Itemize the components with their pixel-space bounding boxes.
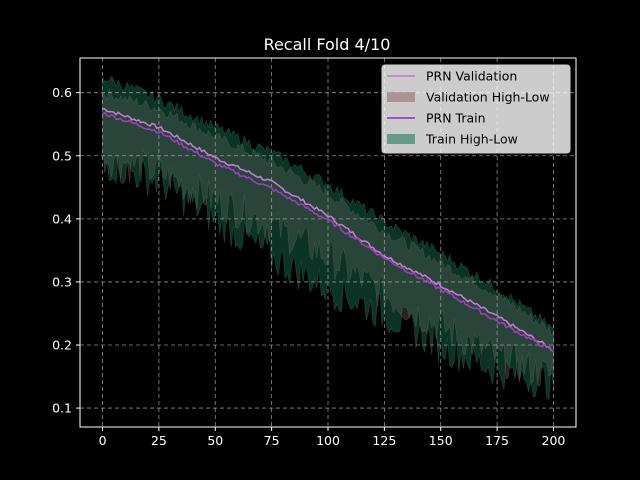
legend-label-prn-validation: PRN Validation: [426, 69, 517, 84]
y-tick-label: 0.5: [52, 148, 72, 163]
x-tick-label: 175: [485, 433, 509, 448]
x-tick-label: 75: [264, 433, 280, 448]
line-prn-train: [102, 111, 554, 352]
legend-box: [381, 64, 571, 154]
line-prn-validation: [102, 107, 554, 352]
x-tick-label: 0: [99, 433, 107, 448]
y-tick-label: 0.3: [52, 274, 72, 289]
legend-label-prn-train: PRN Train: [426, 111, 486, 126]
x-tick-label: 25: [151, 433, 167, 448]
legend-label-train-high-low: Train High-Low: [425, 132, 518, 147]
y-tick-label: 0.4: [52, 211, 72, 226]
x-tick-label: 200: [542, 433, 566, 448]
x-tick-label: 150: [429, 433, 453, 448]
chart-title: Recall Fold 4/10: [264, 35, 391, 54]
y-tick-label: 0.2: [52, 338, 72, 353]
y-tick-label: 0.6: [52, 85, 72, 100]
legend-label-validation-high-low: Validation High-Low: [426, 90, 550, 105]
x-tick-label: 50: [207, 433, 223, 448]
x-tick-label: 125: [372, 433, 396, 448]
legend-swatch-train-high-low: [387, 134, 415, 144]
legend: PRN Validation Validation High-Low PRN Tra…: [381, 64, 571, 154]
legend-swatch-validation-high-low: [387, 92, 415, 102]
x-tick-label: 100: [316, 433, 340, 448]
y-tick-label: 0.1: [52, 401, 72, 416]
